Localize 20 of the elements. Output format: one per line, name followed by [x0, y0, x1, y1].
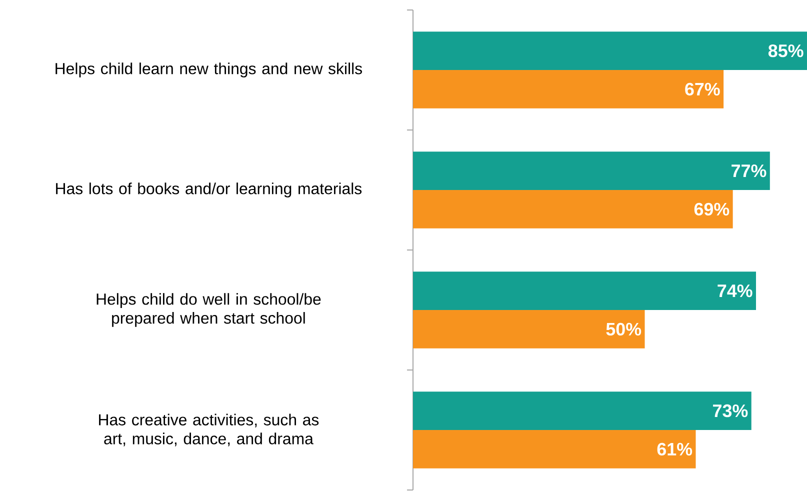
bar — [413, 31, 807, 70]
data-label: 85% — [768, 44, 804, 57]
bar — [413, 430, 696, 468]
data-label: 69% — [694, 202, 730, 216]
bar — [413, 391, 752, 430]
bar — [413, 151, 770, 190]
data-label: 67% — [685, 82, 720, 96]
y-tick-label: Has creative activities, such as art, music, dance, and drama — [99, 414, 319, 446]
data-label: 74% — [718, 284, 752, 297]
data-label: 61% — [657, 442, 692, 456]
bar — [413, 190, 733, 228]
bar — [413, 271, 756, 310]
y-tick-label: Has lots of books and/or learning materials — [56, 182, 362, 198]
data-label: 73% — [713, 404, 748, 418]
bar — [413, 310, 645, 348]
data-label: 50% — [606, 322, 642, 336]
y-tick-label: Helps child do well in school/be prepared when start school — [96, 292, 321, 327]
bar — [413, 70, 724, 108]
y-tick-label: Helps child learn new things and new skills — [56, 62, 362, 78]
data-label: 77% — [732, 164, 766, 177]
